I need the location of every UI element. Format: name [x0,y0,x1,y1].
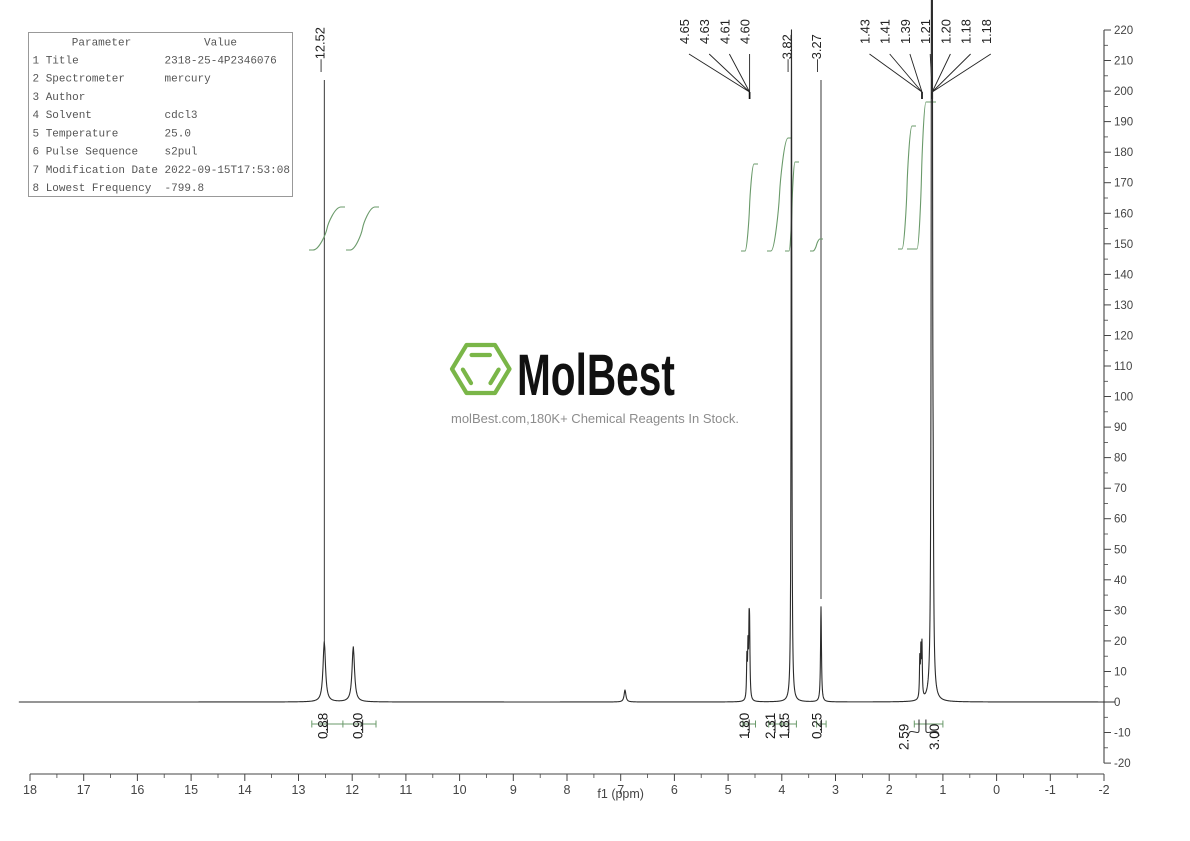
svg-text:2 Spectrometer mercury: 2 Spectrometer mercury [33,74,212,86]
svg-text:1.18: 1.18 [979,19,994,44]
svg-text:1 Title 2318-25-4P: 1 Title 2318-25-4P2346076 [33,56,277,68]
svg-text:1: 1 [939,783,946,797]
svg-text:15: 15 [184,783,198,797]
svg-text:130: 130 [1114,300,1133,312]
svg-text:180: 180 [1114,147,1133,159]
svg-text:4.63: 4.63 [697,19,712,44]
svg-text:f1 (ppm): f1 (ppm) [597,787,644,801]
svg-text:-10: -10 [1114,728,1131,740]
svg-text:12: 12 [345,783,359,797]
svg-text:Parameter: Parameter [72,37,131,49]
svg-text:—12.52: —12.52 [312,27,327,72]
svg-text:—3.27: —3.27 [809,34,824,72]
svg-text:—3.82: —3.82 [780,34,795,72]
svg-text:0: 0 [993,783,1000,797]
svg-text:120: 120 [1114,331,1133,343]
svg-text:8 Lowest Frequency -799.8: 8 Lowest Frequency -799.8 [33,183,205,195]
svg-text:5 Temperature 25.0: 5 Temperature 25.0 [33,128,191,140]
svg-text:30: 30 [1114,605,1127,617]
svg-text:140: 140 [1114,269,1133,281]
svg-text:1.85: 1.85 [777,713,792,739]
svg-text:-2: -2 [1098,783,1109,797]
svg-text:13: 13 [292,783,306,797]
svg-text:2.59: 2.59 [897,724,912,750]
svg-text:4.65: 4.65 [677,19,692,44]
svg-text:160: 160 [1114,208,1133,220]
svg-text:18: 18 [23,783,37,797]
svg-text:50: 50 [1114,544,1127,556]
svg-text:1.41: 1.41 [878,19,893,44]
svg-text:Value: Value [204,37,237,49]
svg-text:200: 200 [1114,86,1133,98]
svg-text:4 Solvent cdcl3: 4 Solvent cdcl3 [33,110,198,122]
svg-text:0.88: 0.88 [315,713,330,739]
svg-text:-1: -1 [1045,783,1056,797]
svg-text:1.39: 1.39 [898,19,913,44]
svg-text:1.18: 1.18 [959,19,974,44]
svg-text:3: 3 [832,783,839,797]
svg-text:170: 170 [1114,178,1133,190]
svg-text:100: 100 [1114,392,1133,404]
svg-text:1.80: 1.80 [737,713,752,739]
svg-text:3 Author: 3 Author [33,92,165,104]
svg-text:70: 70 [1114,483,1127,495]
svg-text:5: 5 [725,783,732,797]
svg-text:0.25: 0.25 [809,713,824,739]
svg-text:150: 150 [1114,239,1133,251]
svg-text:16: 16 [130,783,144,797]
svg-text:9: 9 [510,783,517,797]
svg-text:220: 220 [1114,25,1133,37]
svg-text:4.60: 4.60 [738,19,753,44]
svg-text:80: 80 [1114,453,1127,465]
svg-text:14: 14 [238,783,252,797]
svg-text:40: 40 [1114,575,1127,587]
svg-text:molBest.com,180K+ Chemical Rea: molBest.com,180K+ Chemical Reagents In S… [451,411,739,426]
svg-text:2.31: 2.31 [763,713,778,739]
svg-text:6: 6 [671,783,678,797]
svg-text:110: 110 [1114,361,1132,373]
svg-text:2: 2 [886,783,893,797]
svg-text:0: 0 [1114,697,1120,709]
svg-text:4.61: 4.61 [717,19,732,44]
svg-text:20: 20 [1114,636,1127,648]
svg-text:10: 10 [453,783,467,797]
svg-text:17: 17 [77,783,91,797]
svg-text:0.90: 0.90 [351,713,366,739]
svg-text:1.20: 1.20 [938,19,953,44]
svg-text:190: 190 [1114,117,1133,129]
svg-text:3.00: 3.00 [927,724,942,750]
svg-text:60: 60 [1114,514,1127,526]
svg-text:6 Pulse Sequence s2pul: 6 Pulse Sequence s2pul [33,147,198,159]
svg-text:210: 210 [1114,56,1133,68]
svg-text:7 Modification Date 2022-09-15: 7 Modification Date 2022-09-15T17:53:08 [33,165,290,177]
svg-text:1.43: 1.43 [858,19,873,44]
svg-text:10: 10 [1114,667,1127,679]
svg-text:90: 90 [1114,422,1127,434]
svg-text:-20: -20 [1114,758,1131,770]
svg-text:4: 4 [778,783,785,797]
svg-text:8: 8 [564,783,571,797]
svg-text:MolBest: MolBest [517,343,675,408]
svg-text:11: 11 [399,783,412,797]
